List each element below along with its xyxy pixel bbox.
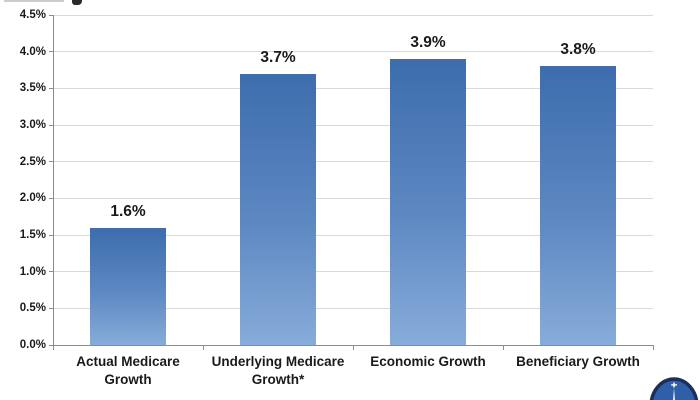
y-axis-tick-label: 1.0% xyxy=(19,265,46,278)
y-axis-tick xyxy=(49,234,53,236)
monument-seal-logo-svg xyxy=(649,377,699,400)
y-axis-tick xyxy=(49,344,53,346)
y-axis-tick xyxy=(49,124,53,126)
y-axis-tick xyxy=(49,14,53,16)
monument-seal-logo xyxy=(648,377,700,400)
monument-obelisk-icon xyxy=(673,388,675,400)
y-axis-tick-label: 4.5% xyxy=(19,9,46,21)
x-axis-tick xyxy=(52,345,54,350)
x-axis-tick xyxy=(352,345,354,350)
gridline xyxy=(53,87,653,89)
y-axis-tick-label: 2.5% xyxy=(19,155,46,168)
bar-0 xyxy=(90,227,166,345)
y-axis-tick-label: 3.0% xyxy=(19,119,46,131)
clipped-title-fragment xyxy=(4,0,116,7)
y-axis-tick-label: 1.5% xyxy=(19,229,46,241)
y-axis-tick-label: 3.5% xyxy=(19,82,46,95)
y-axis-tick xyxy=(49,87,53,89)
gridline xyxy=(53,124,653,126)
clipped-title-strip xyxy=(4,0,64,2)
monument-cross-horizontal xyxy=(671,384,677,386)
y-axis-tick xyxy=(49,197,53,199)
x-axis-tick xyxy=(502,345,504,350)
category-label: Underlying Medicare Growth* xyxy=(211,354,345,387)
x-axis-tick xyxy=(202,345,204,350)
bar-value-label: 3.9% xyxy=(410,34,446,51)
y-axis-line xyxy=(53,15,54,345)
bar-value-label: 3.7% xyxy=(260,48,296,66)
category-label: Economic Growth xyxy=(370,354,486,369)
category-label: Beneficiary Growth xyxy=(516,354,640,369)
y-axis-tick-label: 0.5% xyxy=(19,302,46,315)
gridline xyxy=(53,307,653,309)
y-axis-tick-label: 2.0% xyxy=(19,192,46,205)
clipped-title-descender xyxy=(72,0,82,5)
y-axis-tick xyxy=(49,161,53,163)
bar-value-label: 1.6% xyxy=(110,202,146,220)
y-axis-tick-label: 4.0% xyxy=(19,45,46,58)
y-axis-tick-label: 0.0% xyxy=(19,339,46,351)
y-axis-tick xyxy=(49,307,53,309)
y-axis-tick xyxy=(49,271,53,273)
category-label: Actual Medicare Growth xyxy=(76,354,180,387)
bar-2 xyxy=(390,59,466,345)
gridline xyxy=(53,51,653,53)
gridline xyxy=(53,197,653,199)
bar-value-label: 3.8% xyxy=(560,41,596,59)
gridline xyxy=(53,271,653,273)
gridline xyxy=(53,234,653,236)
x-axis-tick xyxy=(652,345,654,350)
gridline xyxy=(53,161,653,163)
bar-3 xyxy=(540,66,616,345)
gridline xyxy=(53,14,653,16)
y-axis-tick xyxy=(49,51,53,53)
bar-1 xyxy=(240,73,316,345)
